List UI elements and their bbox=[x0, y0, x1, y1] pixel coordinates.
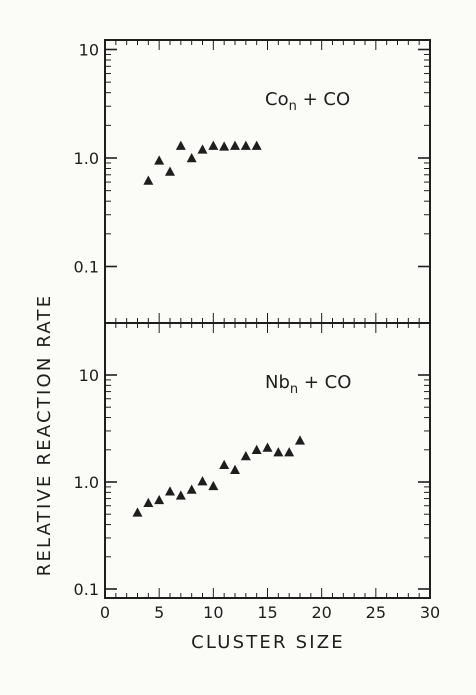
annotation-base: Nb bbox=[265, 372, 290, 393]
annotation-rest: + CO bbox=[297, 89, 350, 110]
annotation-base: Co bbox=[265, 89, 289, 110]
data-point bbox=[240, 450, 251, 461]
data-point bbox=[219, 459, 230, 469]
data-point bbox=[284, 447, 295, 457]
data-point bbox=[143, 497, 154, 507]
annotation-subscript: n bbox=[290, 382, 298, 397]
x-tick-label: 25 bbox=[366, 603, 386, 622]
data-point bbox=[251, 444, 262, 455]
data-point bbox=[186, 153, 197, 163]
data-point bbox=[175, 490, 186, 500]
data-point bbox=[230, 464, 240, 475]
data-point bbox=[273, 447, 284, 457]
y-tick-label: 10 bbox=[79, 366, 99, 385]
data-points bbox=[132, 140, 305, 517]
series-annotation: Nbn + CO bbox=[265, 372, 351, 397]
x-tick-label: 15 bbox=[257, 603, 277, 622]
y-tick-label: 0.1 bbox=[74, 258, 99, 277]
x-axis-label: CLUSTER SIZE bbox=[191, 632, 345, 653]
x-tick-label: 30 bbox=[420, 603, 440, 622]
data-point bbox=[165, 166, 175, 176]
data-point bbox=[197, 476, 208, 486]
x-tick-label: 10 bbox=[203, 603, 223, 622]
annotation-rest: + CO bbox=[298, 372, 351, 393]
x-tick-label: 0 bbox=[100, 603, 110, 622]
data-point bbox=[295, 435, 305, 445]
data-point bbox=[175, 140, 186, 150]
y-tick-label: 1.0 bbox=[74, 149, 99, 168]
data-point bbox=[154, 155, 165, 165]
data-point bbox=[208, 480, 219, 491]
axis-ticks bbox=[105, 40, 430, 598]
y-tick-label: 1.0 bbox=[74, 473, 99, 492]
data-point bbox=[154, 494, 165, 505]
data-point bbox=[219, 141, 230, 151]
y-axis-label: RELATIVE REACTION RATE bbox=[34, 294, 55, 577]
data-point bbox=[251, 140, 262, 150]
data-point bbox=[132, 507, 143, 517]
data-point bbox=[262, 442, 273, 452]
annotation-subscript: n bbox=[289, 99, 297, 114]
x-tick-label: 5 bbox=[154, 603, 164, 622]
y-tick-label: 10 bbox=[79, 41, 99, 60]
y-tick-label: 0.1 bbox=[74, 580, 99, 599]
data-point bbox=[143, 175, 154, 185]
data-point bbox=[230, 140, 240, 150]
series-annotation: Con + CO bbox=[265, 89, 350, 114]
x-tick-label: 20 bbox=[311, 603, 331, 622]
data-point bbox=[197, 144, 208, 154]
data-point bbox=[240, 140, 251, 150]
data-point bbox=[208, 140, 219, 150]
data-point bbox=[165, 486, 175, 496]
data-point bbox=[186, 484, 197, 494]
